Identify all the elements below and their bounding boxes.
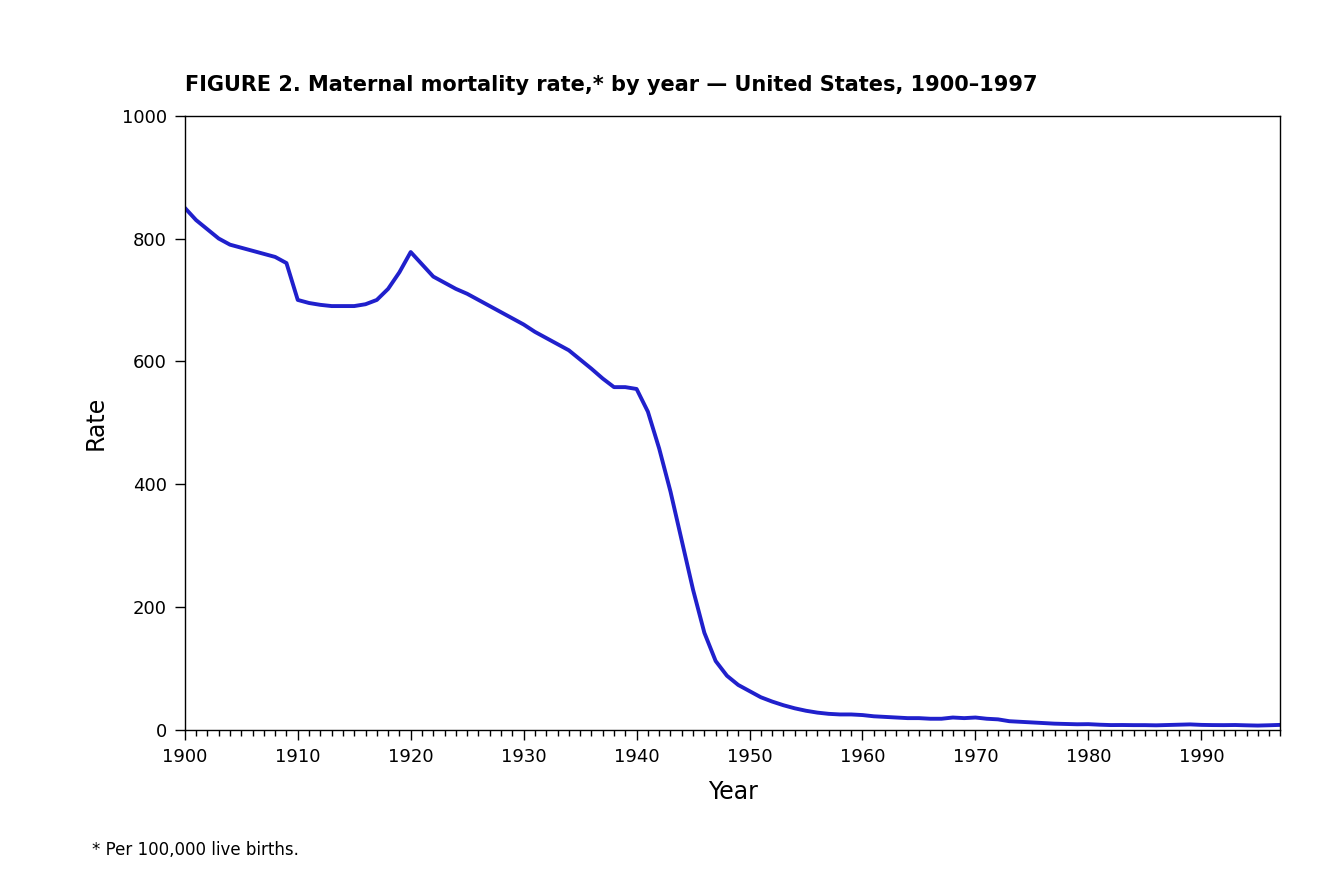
X-axis label: Year: Year [708, 780, 758, 804]
Text: * Per 100,000 live births.: * Per 100,000 live births. [92, 841, 300, 859]
Text: FIGURE 2. Maternal mortality rate,* by year — United States, 1900–1997: FIGURE 2. Maternal mortality rate,* by y… [185, 75, 1038, 94]
Y-axis label: Rate: Rate [83, 396, 108, 449]
